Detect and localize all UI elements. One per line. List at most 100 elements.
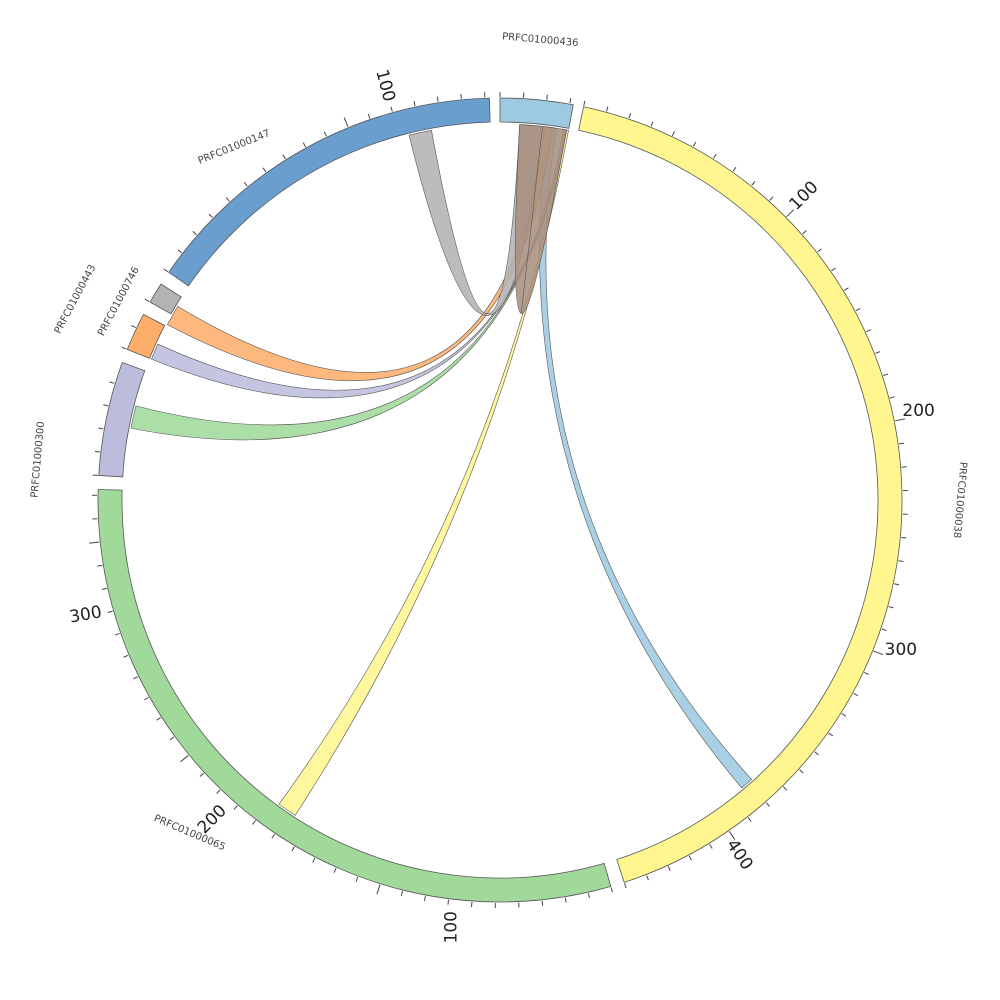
minor-tick [423,895,426,902]
minor-tick [667,866,671,871]
minor-tick [333,867,337,873]
minor-tick [692,141,697,147]
minor-tick [225,197,230,202]
minor-tick [144,298,150,302]
link-746-to-443 [166,126,553,381]
minor-tick [646,875,649,881]
minor-tick [732,166,737,172]
minor-tick [133,676,139,680]
tick-label: 100 [441,911,461,943]
major-tick [873,650,884,656]
minor-tick [291,846,295,852]
major-tick [180,755,189,763]
segment-prfc01000147 [168,97,491,287]
minor-tick [841,713,847,717]
minor-tick [413,101,416,107]
tick-label: 100 [786,177,823,214]
minor-tick [121,346,127,350]
minor-tick [843,287,849,291]
minor-tick [709,843,713,849]
segment-label-prfc01000443: PRFC01000443 [53,263,99,336]
minor-tick [216,789,221,794]
minor-tick [898,560,904,562]
minor-tick [624,883,627,889]
minor-tick [98,427,104,430]
segments-layer [97,97,903,903]
minor-tick [447,899,450,905]
minor-tick [769,196,774,201]
minor-tick [109,381,115,384]
minor-tick [131,324,136,329]
link-300-to-746 [150,129,566,399]
minor-tick [747,817,752,822]
segment-prfc01000443 [149,283,182,315]
minor-tick [864,671,869,676]
minor-tick [192,231,197,236]
minor-tick [671,131,676,136]
minor-tick [875,351,881,354]
major-tick [786,209,795,218]
minor-tick [799,769,804,774]
minor-tick [713,153,717,159]
major-tick [343,117,349,127]
minor-tick [883,373,889,376]
minor-tick [888,606,894,609]
minor-tick [156,717,162,721]
minor-tick [831,267,836,272]
minor-tick [751,181,756,186]
minor-tick [436,96,439,102]
minor-tick [144,696,149,701]
segment-prfc01000436 [499,97,574,129]
segment-prfc01000065 [97,489,612,903]
link-436-to-443 [514,124,567,314]
minor-tick [199,772,205,777]
minor-tick [271,833,276,839]
minor-tick [163,268,169,273]
minor-tick [208,213,213,218]
minor-tick [94,450,100,453]
minor-tick [583,100,586,106]
minor-tick [282,154,286,160]
minor-tick [262,167,267,173]
minor-tick [610,887,613,893]
minor-tick [123,654,129,658]
major-tick [89,541,100,544]
minor-tick [390,106,393,112]
minor-tick [302,142,307,148]
minor-tick [802,230,807,235]
minor-tick [233,805,238,810]
link-436-to-038 [539,126,753,789]
minor-tick [564,897,567,903]
major-tick [728,831,736,840]
minor-tick [400,890,403,897]
minor-tick [587,893,590,899]
minor-tick [252,820,256,825]
segment-prfc01000300 [98,361,146,478]
ticks-layer [89,92,908,908]
minor-tick [367,113,371,119]
tick-label: 200 [902,401,934,421]
minor-tick [894,583,900,586]
minor-tick [817,248,822,253]
minor-tick [765,802,770,807]
segment-label-prfc01000038: PRFC01000038 [951,461,969,538]
minor-tick [546,94,548,100]
minor-tick [103,404,109,407]
minor-tick [650,121,654,127]
minor-tick [814,751,819,756]
tick-label: 400 [722,836,757,874]
minor-tick [853,692,859,697]
minor-tick [169,736,175,741]
minor-tick [97,564,103,567]
minor-tick [881,628,887,632]
labels-layer: PRFC01000436PRFC01000038PRFC01000065PRFC… [29,31,968,943]
minor-tick [782,786,788,791]
tick-label: 100 [371,67,399,104]
minor-tick [541,900,544,906]
tick-label: 300 [885,640,917,660]
minor-tick [899,442,905,445]
segment-label-prfc01000147: PRFC01000147 [197,128,272,167]
major-tick [895,418,906,422]
segment-prfc01000746 [126,313,166,359]
minor-tick [107,610,113,613]
